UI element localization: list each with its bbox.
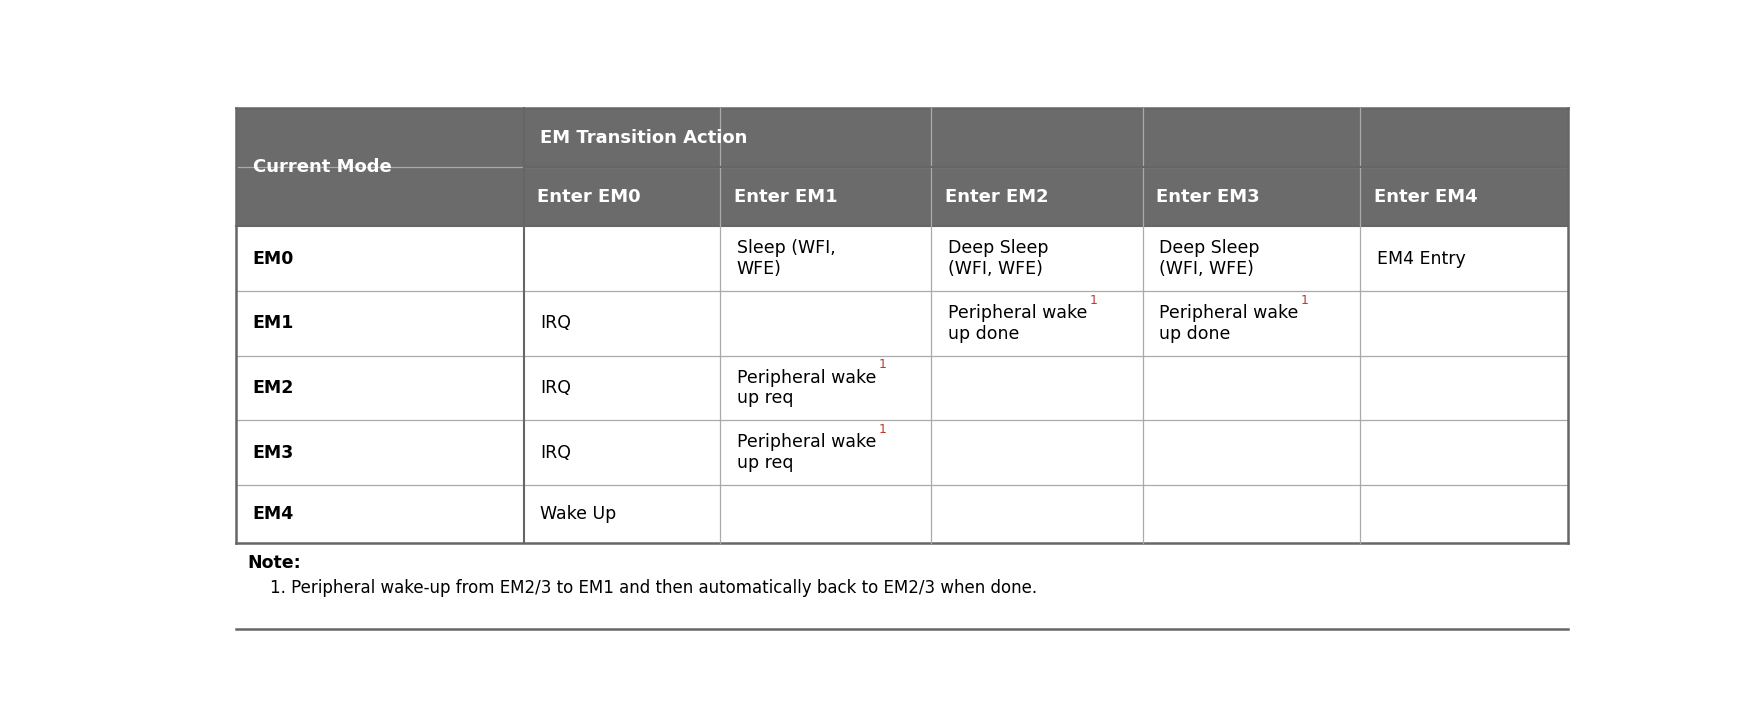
Bar	[931, 421, 1142, 485]
Text: Wake Up: Wake Up	[540, 505, 616, 523]
Text: Peripheral wake
up done: Peripheral wake up done	[1158, 304, 1299, 343]
Text: 1. Peripheral wake-up from EM2/3 to EM1 and then automatically back to EM2/3 whe: 1. Peripheral wake-up from EM2/3 to EM1 …	[271, 579, 1038, 597]
Bar	[524, 168, 720, 226]
Text: IRQ: IRQ	[540, 314, 570, 332]
Text: Deep Sleep
(WFI, WFE): Deep Sleep (WFI, WFE)	[1158, 239, 1260, 278]
Text: IRQ: IRQ	[540, 379, 570, 397]
Text: EM3: EM3	[253, 444, 294, 462]
Bar	[720, 291, 931, 356]
Text: 1: 1	[878, 423, 887, 436]
Text: Current Mode: Current Mode	[253, 158, 391, 176]
Bar	[1360, 485, 1568, 543]
Bar	[720, 421, 931, 485]
Bar	[720, 485, 931, 543]
Bar	[524, 356, 720, 421]
Bar	[931, 226, 1142, 291]
Bar	[931, 291, 1142, 356]
Bar	[720, 356, 931, 421]
Text: EM4: EM4	[253, 505, 294, 523]
Bar	[720, 226, 931, 291]
Bar	[524, 291, 720, 356]
Text: Peripheral wake
up req: Peripheral wake up req	[737, 434, 876, 472]
Bar	[1360, 356, 1568, 421]
Bar	[236, 485, 524, 543]
Bar	[524, 421, 720, 485]
Bar	[236, 421, 524, 485]
Bar	[524, 485, 720, 543]
Text: EM4 Entry: EM4 Entry	[1376, 249, 1466, 267]
Bar	[1360, 168, 1568, 226]
Text: 1: 1	[878, 358, 887, 371]
Text: Sleep (WFI,
WFE): Sleep (WFI, WFE)	[737, 239, 836, 278]
Bar	[720, 168, 931, 226]
Text: Note:: Note:	[246, 554, 301, 572]
Bar	[1142, 485, 1360, 543]
Bar	[524, 109, 1568, 168]
Bar	[236, 226, 524, 291]
Text: EM Transition Action: EM Transition Action	[540, 129, 748, 147]
Bar	[1360, 421, 1568, 485]
Text: Enter EM1: Enter EM1	[734, 188, 838, 206]
Bar	[1360, 291, 1568, 356]
Text: 1: 1	[1301, 293, 1309, 306]
Bar	[931, 356, 1142, 421]
Bar	[931, 168, 1142, 226]
Text: Peripheral wake
up req: Peripheral wake up req	[737, 369, 876, 408]
Text: EM0: EM0	[253, 249, 294, 267]
Text: Peripheral wake
up done: Peripheral wake up done	[949, 304, 1088, 343]
Bar	[931, 485, 1142, 543]
Bar	[236, 109, 524, 226]
Text: 1: 1	[1089, 293, 1098, 306]
Text: Enter EM2: Enter EM2	[945, 188, 1049, 206]
Bar	[236, 291, 524, 356]
Bar	[236, 356, 524, 421]
Text: Enter EM3: Enter EM3	[1156, 188, 1260, 206]
Bar	[1142, 291, 1360, 356]
Bar	[524, 226, 720, 291]
Bar	[1142, 168, 1360, 226]
Bar	[1142, 356, 1360, 421]
Bar	[1142, 226, 1360, 291]
Text: EM1: EM1	[253, 314, 294, 332]
Text: Enter EM4: Enter EM4	[1375, 188, 1478, 206]
Text: Deep Sleep
(WFI, WFE): Deep Sleep (WFI, WFE)	[949, 239, 1049, 278]
Bar	[1360, 226, 1568, 291]
Text: Enter EM0: Enter EM0	[537, 188, 641, 206]
Text: EM2: EM2	[253, 379, 294, 397]
Bar	[1142, 421, 1360, 485]
Text: IRQ: IRQ	[540, 444, 570, 462]
